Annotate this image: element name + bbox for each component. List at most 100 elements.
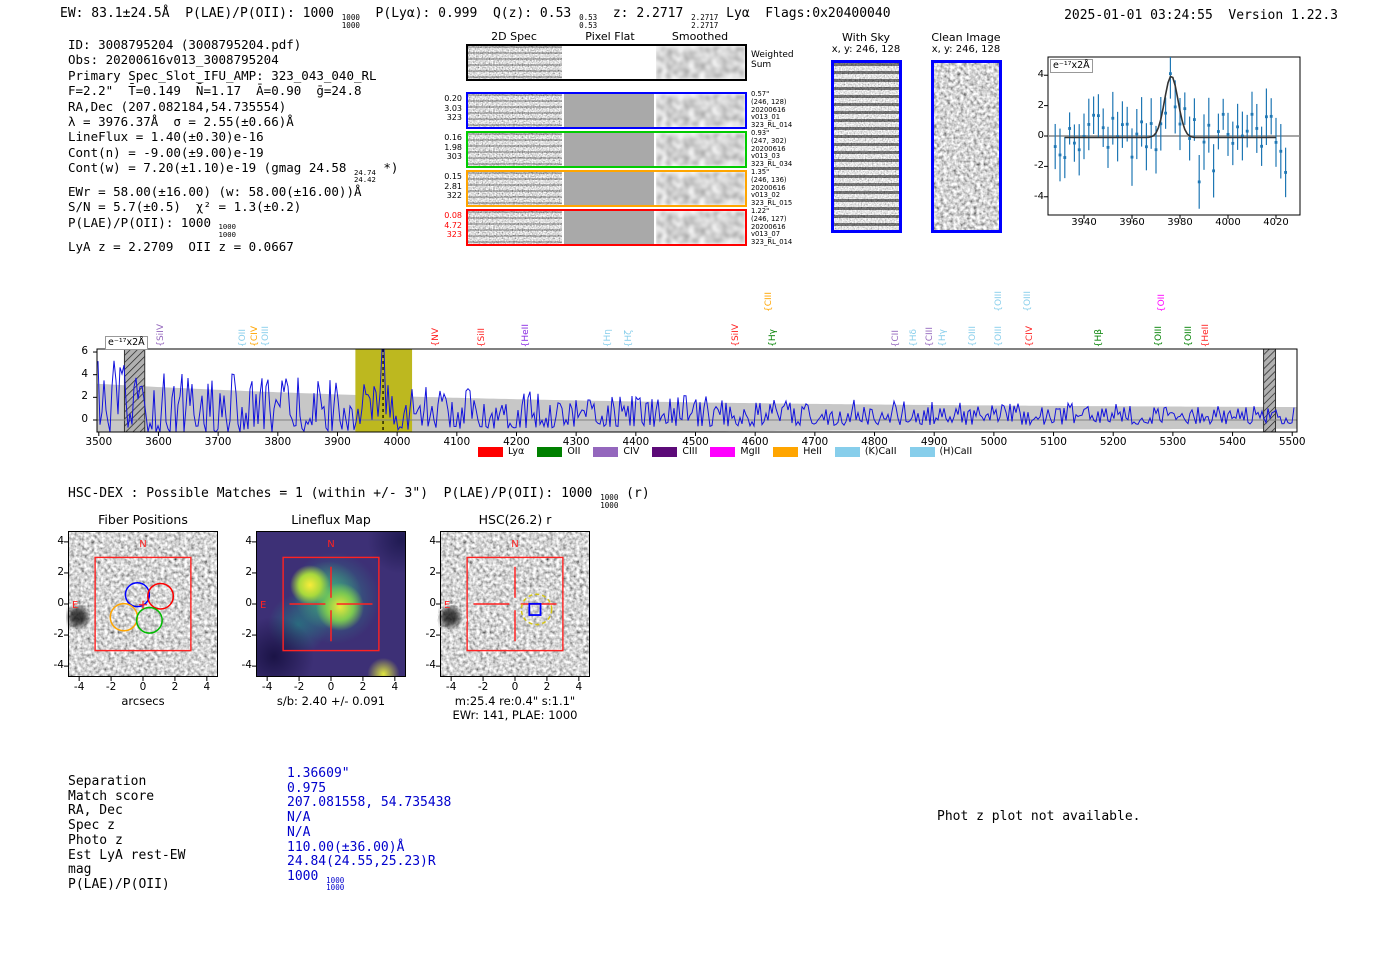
inset-y-tick-label: -2 (1034, 160, 1044, 172)
text-segment: Obs: 20200616v013_3008795204 (68, 52, 279, 68)
spec2d-left-label-line: 323 (446, 230, 462, 239)
emission-line-label-CIV: {CIV (250, 326, 261, 347)
spec2d-smoothed-image (656, 94, 745, 127)
cutout-x-tick-label: 2 (171, 681, 179, 693)
spec2d-right-label-line: 20200616 (751, 183, 786, 192)
spec2d-right-label-line: 0.57" (751, 90, 770, 98)
cutout-x-tick-label: -4 (445, 681, 457, 693)
info-line-3: F=2.2" T̄=0.149 N̄=1.17 Ā=0.90 ḡ=24.8 (68, 83, 398, 98)
main-x-tick-label: 3600 (145, 436, 172, 448)
cutout-y-tick-label: -2 (241, 628, 252, 641)
inset-y-tick-label: -4 (1034, 190, 1044, 202)
cutout-x-tick-label: -4 (261, 681, 273, 693)
spec2d-right-label-line: 1.35" (751, 168, 770, 176)
spec2d-left-label-line: 0.20 (444, 94, 462, 103)
inset-x-tick-label: 3940 (1071, 217, 1097, 228)
spec2d-row-4 (466, 209, 747, 246)
cutout-y-tick-label: -4 (425, 659, 436, 672)
fiber-overlay: NE (64, 531, 218, 681)
legend-item-HeII: HeII (773, 446, 822, 457)
main-x-tick-label: 3700 (204, 436, 232, 448)
main-x-tick-label: 3800 (264, 436, 292, 448)
spec2d-left-label-line: 0.16 (444, 133, 462, 142)
cutout-x-tick-label: 2 (359, 681, 367, 693)
text-segment: P(Lyα): 0.999 Q(z): 0.53 (359, 6, 580, 21)
spec2d-row-1 (466, 92, 747, 129)
main-x-tick-label: 4600 (741, 436, 769, 448)
inset-y-tick-label: 4 (1037, 69, 1044, 81)
text-segment: RA,Dec (207.082184,54.735554) (68, 98, 287, 114)
cutout-y-tick-label: -4 (53, 659, 64, 672)
spec2d-row-0 (466, 44, 747, 81)
detection-info-block: ID: 3008795204 (3008795204.pdf) Obs: 2020… (68, 37, 398, 254)
legend-label: Lyα (508, 446, 525, 457)
svg-text:N: N (139, 539, 146, 550)
legend-item-(K)CaII: (K)CaII (834, 446, 897, 457)
info-line-1: Obs: 20200616v013_3008795204 (68, 52, 398, 67)
spec2d-smoothed-image (656, 211, 745, 244)
cutout-y-tick-label: 4 (57, 534, 64, 547)
text-segment: Cont(n) = -9.00(±9.00)e-19 (68, 144, 264, 160)
emission-line-label-OIII: {OIII (994, 291, 1005, 312)
spec2d-row-2 (466, 131, 747, 168)
emission-line-label-OIII: {OIII (994, 326, 1005, 347)
legend-item-(H)CaII: (H)CaII (909, 446, 972, 457)
text-segment: Primary Spec_Slot_IFU_AMP: 323_043_040_R… (68, 67, 377, 83)
legend-label: CIII (682, 446, 698, 457)
spec2d-right-label-1: 0.57" (246, 128) 20200616 v013_01 323_RL_014 (751, 90, 792, 130)
match-row-value-5: 110.00(±36.00)Å (287, 840, 404, 855)
legend-swatch (478, 446, 503, 457)
main-x-tick-label: 4500 (682, 436, 709, 448)
spec2d-2d-image (468, 133, 562, 166)
spec2d-banding (468, 172, 562, 205)
match-row-label-5: Est LyA rest-EW (68, 847, 186, 863)
main-x-tick-label: 4800 (861, 436, 888, 448)
legend-swatch (710, 446, 736, 457)
lineflux-map-title: Lineflux Map (291, 512, 371, 527)
cutout-y-tick-label: -4 (241, 659, 252, 672)
text-segment: N/A (287, 824, 311, 840)
stacked-fraction: 1000 1000 (218, 222, 236, 239)
emission-line-label-OIII: {OIII (967, 326, 978, 347)
legend-item-OII: OII (537, 446, 580, 457)
text-segment: S/N = 5.7(±0.5) χ² = 1.3(±0.2) (68, 199, 302, 215)
spec2d-2d-image (468, 211, 562, 244)
spec2d-right-label-line: (246, 127) (751, 214, 787, 223)
cutout-x-tick-label: 2 (543, 681, 551, 693)
info-line-2: Primary Spec_Slot_IFU_AMP: 323_043_040_R… (68, 68, 398, 83)
inset-x-tick-label: 4020 (1263, 217, 1289, 228)
info-line-9: EWr = 58.00(±16.00) (w: 58.00(±16.00))Å (68, 184, 398, 199)
header-datetime-version: 2025-01-01 03:24:55 Version 1.22.3 (1064, 8, 1338, 23)
spec2d-right-label-line: 323_RL_015 (751, 199, 793, 208)
spec2d-right-label-line: 0.93" (751, 129, 770, 137)
legend-swatch (834, 446, 860, 457)
main-x-tick-label: 5000 (980, 436, 1008, 448)
text-segment: EWr = 58.00(±16.00) (w: 58.00(±16.00))Å (68, 184, 362, 199)
spec2d-right-label-line: v013_07 (751, 230, 781, 239)
cutout-x-tick-label: 4 (391, 681, 399, 693)
clean-noise (934, 63, 999, 230)
legend-item-CIV: CIV (593, 446, 639, 457)
legend-swatch (773, 446, 799, 457)
match-row-label-1: Match score (68, 788, 155, 804)
emission-line-label-OII: {OII (1156, 293, 1167, 312)
spec2d-right-label-line: 1.22" (751, 207, 770, 215)
match-row-label-6: mag (68, 862, 92, 878)
emission-line-label-SiIV: {SiIV (731, 324, 742, 347)
main-x-tick-label: 4700 (801, 436, 829, 448)
spec2d-pixelflat (564, 172, 654, 205)
spec2d-left-label-line: 3.03 (444, 103, 462, 113)
spec2d-right-label-line: 20200616 (751, 144, 786, 153)
spec2d-left-label-line: 323 (446, 113, 462, 122)
spec2d-2d-image (468, 94, 562, 127)
main-x-tick-label: 5400 (1219, 436, 1246, 448)
spec2d-right-label-line: v013_01 (751, 113, 781, 122)
withsky-stripes (834, 63, 899, 230)
legend-item-Lyα: Lyα (478, 446, 524, 457)
spec2d-banding (468, 46, 562, 79)
main-x-tick-label: 3900 (324, 436, 351, 448)
info-line-6: LineFlux = 1.40(±0.30)e-16 (68, 129, 398, 144)
cutout-y-tick-label: 2 (245, 565, 252, 578)
cutout-x-tick-label: -2 (477, 681, 489, 693)
